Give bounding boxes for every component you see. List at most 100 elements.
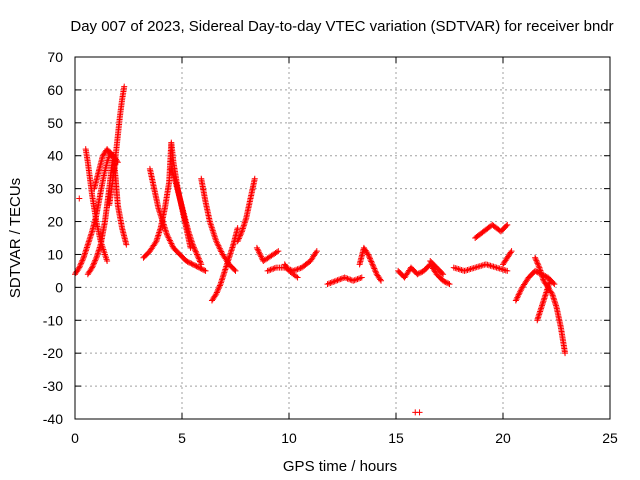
data-point <box>232 267 239 274</box>
data-point <box>190 244 197 251</box>
data-point <box>189 261 196 268</box>
data-point <box>504 267 511 274</box>
data-point <box>196 257 203 264</box>
data-point <box>294 274 301 281</box>
x-tick-label: 15 <box>388 430 404 446</box>
data-point <box>216 244 223 251</box>
data-point <box>201 267 208 274</box>
x-tick-label: 25 <box>602 430 618 446</box>
data-point <box>257 252 264 259</box>
data-point <box>193 263 200 270</box>
data-point <box>372 268 379 275</box>
data-point <box>364 250 371 257</box>
data-point <box>196 264 203 271</box>
data-point <box>370 264 377 271</box>
x-tick-label: 10 <box>281 430 297 446</box>
data-point <box>255 247 262 254</box>
data-point <box>192 262 199 269</box>
data-point <box>534 260 541 267</box>
data-point <box>334 277 341 284</box>
data-point <box>78 260 85 267</box>
data-point <box>187 260 194 267</box>
data-point <box>416 409 423 416</box>
data-point <box>514 294 521 301</box>
data-point <box>271 265 278 272</box>
data-point <box>76 195 83 202</box>
y-tick-label: 70 <box>47 49 63 65</box>
data-point <box>365 251 372 258</box>
data-point <box>253 244 260 251</box>
data-point <box>218 248 225 255</box>
data-point <box>343 275 350 282</box>
data-point <box>234 225 241 232</box>
data-point <box>190 261 197 268</box>
data-point <box>213 289 220 296</box>
data-point <box>275 248 282 255</box>
data-point <box>371 265 378 272</box>
data-point <box>325 280 332 287</box>
y-tick-label: 30 <box>47 181 63 197</box>
data-point <box>369 261 376 268</box>
data-point <box>416 269 423 276</box>
data-point <box>185 259 192 266</box>
data-point <box>184 258 191 265</box>
data-point <box>264 267 271 274</box>
data-point <box>90 261 97 268</box>
data-point <box>442 279 449 286</box>
y-tick-label: -20 <box>43 345 63 361</box>
data-point <box>76 264 83 271</box>
data-point <box>446 281 453 288</box>
data-point <box>503 222 510 229</box>
data-point <box>533 257 540 264</box>
data-point <box>89 263 96 270</box>
data-point <box>195 254 202 261</box>
data-point <box>550 279 557 286</box>
y-tick-label: 20 <box>47 214 63 230</box>
data-point <box>312 249 319 256</box>
data-point <box>79 257 86 264</box>
data-point <box>195 255 202 262</box>
data-point <box>166 236 173 243</box>
data-point <box>333 277 340 284</box>
data-point <box>547 277 554 284</box>
data-point <box>123 241 130 248</box>
x-tick-label: 20 <box>495 430 511 446</box>
data-point <box>378 277 385 284</box>
data-point <box>331 278 338 285</box>
data-point <box>414 271 421 278</box>
data-point <box>273 249 280 256</box>
data-point <box>295 265 302 272</box>
data-point <box>341 274 348 281</box>
data-point <box>532 254 539 261</box>
data-point <box>366 254 373 261</box>
data-point <box>212 292 219 299</box>
data-point <box>507 249 514 256</box>
y-tick-label: 10 <box>47 246 63 262</box>
data-point <box>215 285 222 292</box>
plot-frame <box>74 56 611 420</box>
data-point <box>104 258 111 265</box>
data-point <box>216 283 223 290</box>
data-point <box>517 288 524 295</box>
y-tick-label: -10 <box>43 312 63 328</box>
data-point <box>231 266 238 273</box>
y-tick-label: -40 <box>43 411 63 427</box>
data-point <box>258 253 265 260</box>
data-point <box>213 238 220 245</box>
x-tick-label: 5 <box>178 430 186 446</box>
data-point <box>328 279 335 286</box>
data-point <box>197 265 204 272</box>
data-point <box>370 262 377 269</box>
data-point <box>107 151 114 158</box>
data-point <box>188 260 195 267</box>
data-point <box>88 265 95 272</box>
y-tick-label: 60 <box>47 82 63 98</box>
data-point <box>330 278 337 285</box>
data-point <box>152 239 159 246</box>
data-point <box>293 266 300 273</box>
data-point <box>92 256 99 263</box>
data-point <box>371 266 378 273</box>
data-point <box>345 276 352 283</box>
data-points <box>72 83 569 416</box>
data-point <box>267 266 274 273</box>
